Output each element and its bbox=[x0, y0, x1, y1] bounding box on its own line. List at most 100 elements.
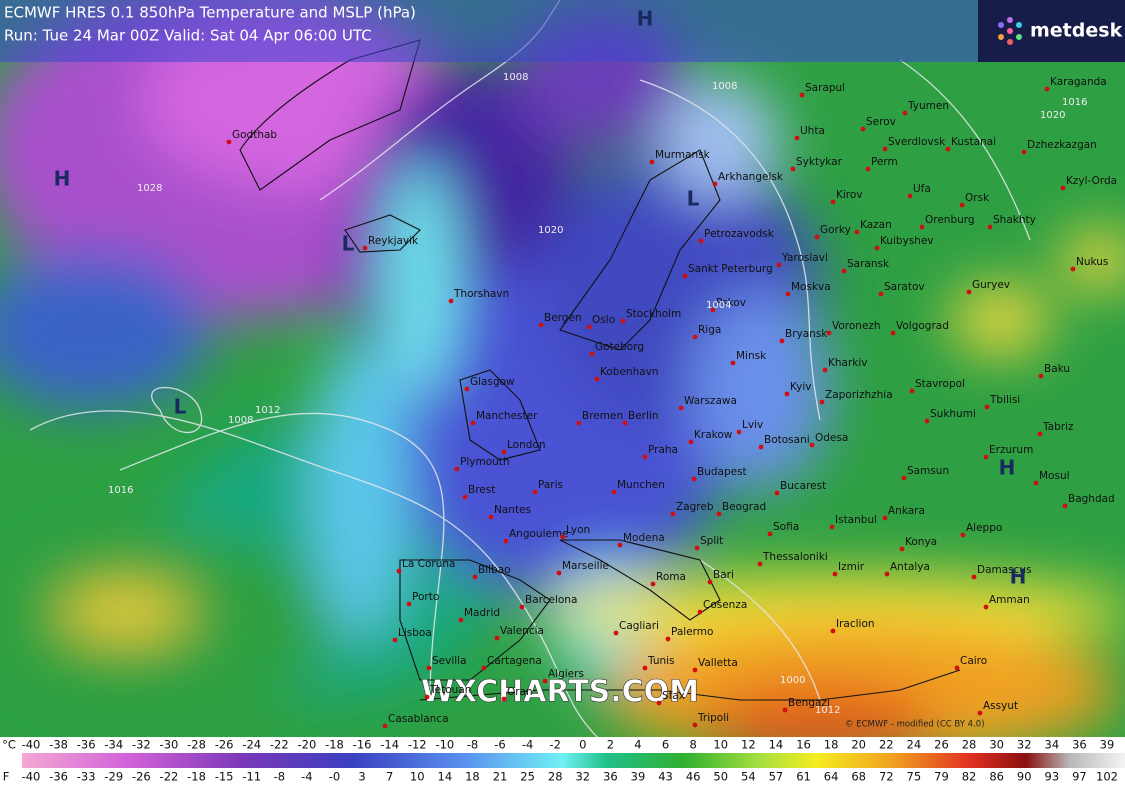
city-marker bbox=[396, 568, 402, 574]
city-marker bbox=[642, 665, 648, 671]
city-marker bbox=[586, 324, 592, 330]
legend-celsius-label: -10 bbox=[435, 738, 454, 752]
city-label: Manchester bbox=[476, 410, 538, 422]
city-marker bbox=[712, 181, 718, 187]
legend-celsius-label: -12 bbox=[408, 738, 427, 752]
legend-fahrenheit-label: 93 bbox=[1045, 770, 1060, 784]
legend-celsius-label: -2 bbox=[549, 738, 560, 752]
city-marker bbox=[1021, 149, 1027, 155]
legend-celsius-label: 4 bbox=[634, 738, 641, 752]
logo-box bbox=[978, 0, 1125, 62]
isobar-label: 1012 bbox=[815, 705, 840, 716]
isobar-label: 1004 bbox=[706, 300, 731, 311]
legend-celsius-label: -16 bbox=[353, 738, 372, 752]
legend-fahrenheit-label: 39 bbox=[631, 770, 646, 784]
city-label: Shakhty bbox=[993, 214, 1036, 226]
city-label: Tabriz bbox=[1042, 421, 1074, 433]
city-label: Lisboa bbox=[398, 627, 432, 639]
city-label: Modena bbox=[623, 532, 665, 544]
pressure-center: H bbox=[637, 7, 654, 31]
isobar-label: 1008 bbox=[712, 81, 737, 92]
city-label: Bengazi bbox=[788, 697, 830, 709]
city-label: Porto bbox=[412, 591, 439, 603]
city-label: Botosani bbox=[764, 434, 810, 446]
city-marker bbox=[959, 202, 965, 208]
city-label: Bryansk bbox=[785, 328, 828, 340]
city-marker bbox=[902, 110, 908, 116]
city-label: Budapest bbox=[697, 466, 747, 478]
city-marker bbox=[692, 667, 698, 673]
city-label: Kazan bbox=[860, 219, 892, 231]
legend-fahrenheit-label: -29 bbox=[104, 770, 123, 784]
city-marker bbox=[611, 489, 617, 495]
city-label: Valletta bbox=[698, 657, 738, 669]
pressure-center: L bbox=[687, 187, 700, 211]
legend-celsius-label: 14 bbox=[769, 738, 784, 752]
city-marker bbox=[819, 399, 825, 405]
city-label: Iraclion bbox=[836, 618, 875, 630]
city-label: Sverdlovsk bbox=[888, 136, 946, 148]
legend-fahrenheit-label: -22 bbox=[160, 770, 179, 784]
city-marker bbox=[983, 604, 989, 610]
city-marker bbox=[779, 338, 785, 344]
city-label: Perm bbox=[871, 156, 898, 168]
city-marker bbox=[826, 330, 832, 336]
legend-unit-fahrenheit: F bbox=[3, 770, 10, 784]
city-marker bbox=[878, 291, 884, 297]
city-label: Berlin bbox=[628, 410, 658, 422]
city-label: Syktykar bbox=[796, 156, 843, 168]
city-marker bbox=[730, 360, 736, 366]
city-marker bbox=[899, 546, 905, 552]
city-marker bbox=[919, 224, 925, 230]
legend-celsius-label: 26 bbox=[934, 738, 949, 752]
pressure-center: H bbox=[999, 456, 1016, 480]
legend-colorbar bbox=[22, 753, 1125, 768]
city-label: Erzurum bbox=[989, 444, 1033, 456]
city-marker bbox=[501, 696, 507, 702]
city-marker bbox=[924, 418, 930, 424]
legend-celsius-label: 2 bbox=[607, 738, 614, 752]
legend-celsius-label: -14 bbox=[380, 738, 399, 752]
city-label: Sankt Peterburg bbox=[688, 263, 773, 275]
city-marker bbox=[822, 367, 828, 373]
city-label: Goteborg bbox=[595, 341, 644, 353]
city-label: Sevilla bbox=[432, 655, 467, 667]
city-label: Antalya bbox=[890, 561, 930, 573]
city-label: Baku bbox=[1044, 363, 1070, 375]
city-label: Mosul bbox=[1039, 470, 1070, 482]
city-marker bbox=[503, 538, 509, 544]
city-marker bbox=[1044, 86, 1050, 92]
city-marker bbox=[884, 571, 890, 577]
city-label: Cosenza bbox=[703, 599, 747, 611]
city-label: Ankara bbox=[888, 505, 925, 517]
city-label: Kyiv bbox=[790, 381, 811, 393]
city-label: Praha bbox=[648, 444, 678, 456]
city-label: Lviv bbox=[742, 419, 763, 431]
city-marker bbox=[620, 318, 626, 324]
city-label: Zagreb bbox=[676, 501, 714, 513]
legend-celsius-label: -30 bbox=[160, 738, 179, 752]
city-label: Volgograd bbox=[896, 320, 949, 332]
legend-fahrenheit-label: 18 bbox=[465, 770, 480, 784]
legend-celsius-label: 12 bbox=[741, 738, 756, 752]
legend-fahrenheit-label: -8 bbox=[274, 770, 285, 784]
isobar-label: 1020 bbox=[538, 225, 563, 236]
city-label: Warszawa bbox=[684, 395, 737, 407]
city-label: Petrozavodsk bbox=[704, 228, 775, 240]
city-label: Odesa bbox=[815, 432, 848, 444]
city-label: Nantes bbox=[494, 504, 531, 516]
legend-celsius-label: 30 bbox=[989, 738, 1004, 752]
city-marker bbox=[882, 515, 888, 521]
city-label: Guryev bbox=[972, 279, 1010, 291]
city-label: Casablanca bbox=[388, 713, 449, 725]
legend-celsius-label: -36 bbox=[77, 738, 96, 752]
legend-fahrenheit-label: 28 bbox=[548, 770, 563, 784]
legend-celsius-label: -34 bbox=[104, 738, 123, 752]
city-marker bbox=[790, 166, 796, 172]
city-label: La Coruna bbox=[402, 558, 455, 570]
city-label: Bergen bbox=[544, 312, 582, 324]
city-marker bbox=[874, 245, 880, 251]
city-label: Tunis bbox=[647, 655, 675, 667]
pressure-center: L bbox=[174, 395, 187, 419]
